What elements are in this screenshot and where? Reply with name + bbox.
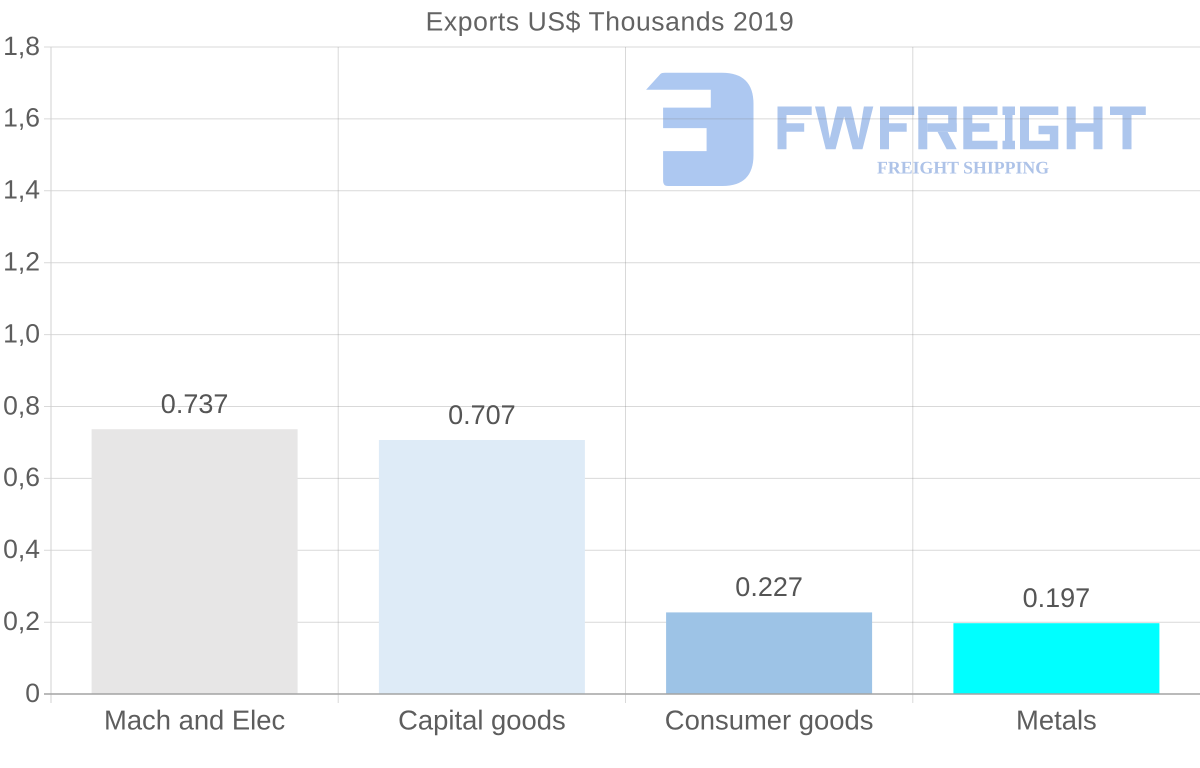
svg-text:1,4: 1,4 [3, 175, 40, 205]
svg-text:0,8: 0,8 [3, 390, 40, 420]
svg-text:FREIGHT SHIPPING: FREIGHT SHIPPING [877, 158, 1049, 178]
svg-text:0,6: 0,6 [3, 462, 40, 492]
svg-text:0: 0 [25, 678, 40, 708]
svg-text:0.737: 0.737 [161, 389, 229, 419]
svg-text:0.197: 0.197 [1023, 583, 1091, 613]
svg-text:0,2: 0,2 [3, 606, 40, 636]
svg-text:1,2: 1,2 [3, 247, 40, 277]
svg-text:1,8: 1,8 [3, 31, 40, 61]
svg-text:Capital goods: Capital goods [398, 705, 566, 736]
svg-text:Metals: Metals [1016, 705, 1097, 736]
svg-text:0.227: 0.227 [735, 572, 803, 602]
svg-text:Exports US$ Thousands 2019: Exports US$ Thousands 2019 [426, 7, 795, 37]
svg-text:Consumer goods: Consumer goods [665, 705, 874, 736]
svg-text:1,0: 1,0 [3, 318, 40, 348]
svg-text:0.707: 0.707 [448, 400, 516, 430]
svg-text:0,4: 0,4 [3, 534, 40, 564]
svg-text:Mach and Elec: Mach and Elec [104, 705, 285, 736]
svg-text:1,6: 1,6 [3, 103, 40, 133]
